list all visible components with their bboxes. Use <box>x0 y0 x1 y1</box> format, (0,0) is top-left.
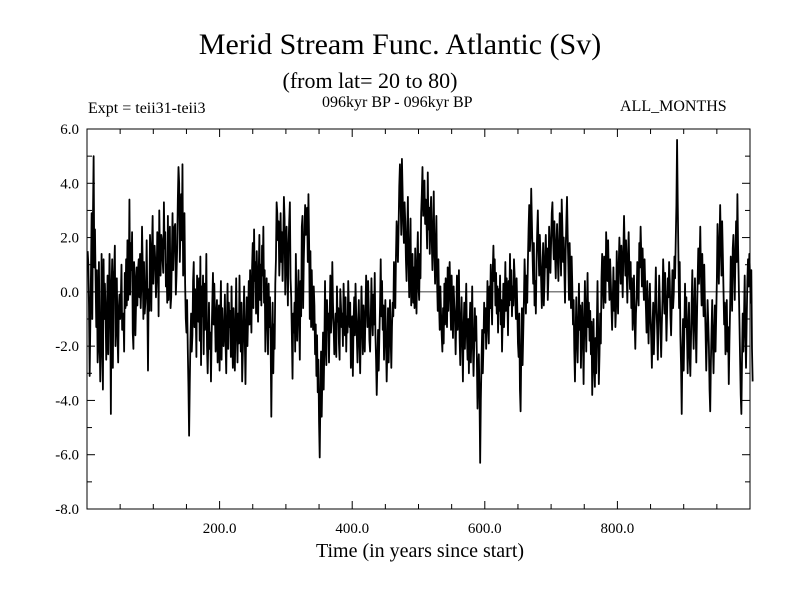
axis-ticks <box>87 128 750 510</box>
y-tick-label: 6.0 <box>60 122 79 138</box>
chart-title: Merid Stream Func. Atlantic (Sv) <box>198 28 602 61</box>
x-tick-label: 400.0 <box>335 521 369 537</box>
x-tick-label: 200.0 <box>203 521 237 537</box>
plot-frame <box>86 128 751 510</box>
chart-subtitle: (from lat= 20 to 80) <box>282 68 458 93</box>
months-label: ALL_MONTHS <box>620 98 727 115</box>
y-tick-label: -6.0 <box>55 448 79 464</box>
axis-tick-labels: 200.0 400.0 600.0 800.0 6.0 4.0 2.0 0.0 -2.0 -4.0… <box>55 122 634 537</box>
experiment-label: Expt = teii31-teii3 <box>88 100 206 117</box>
y-tick-label: 0.0 <box>60 285 79 301</box>
y-tick-label: 2.0 <box>60 231 79 247</box>
y-tick-label: -8.0 <box>55 502 79 518</box>
y-tick-label: -2.0 <box>55 339 79 355</box>
x-tick-label: 800.0 <box>601 521 635 537</box>
y-tick-label: 4.0 <box>60 176 79 192</box>
x-axis-label: Time (in years since start) <box>315 540 525 562</box>
y-tick-label: -4.0 <box>55 393 79 409</box>
period-label: 096kyr BP - 096kyr BP <box>322 94 473 111</box>
x-tick-label: 600.0 <box>468 521 502 537</box>
series-line <box>86 138 754 464</box>
